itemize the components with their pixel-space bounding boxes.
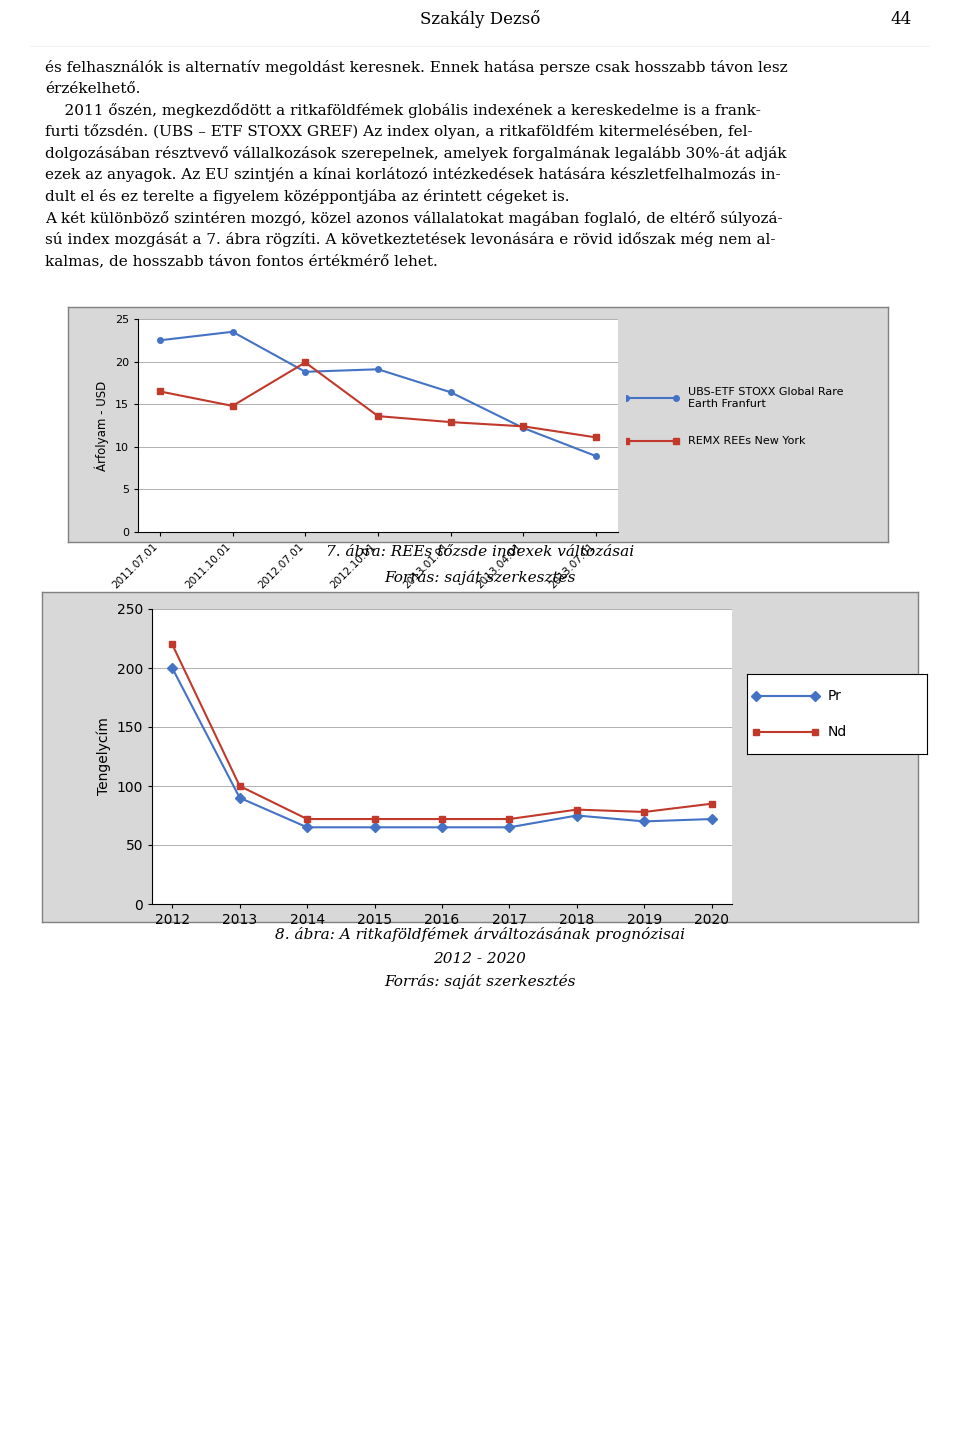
Text: sú index mozgását a 7. ábra rögzíti. A következtetések levonására e rövid idősza: sú index mozgását a 7. ábra rögzíti. A k… <box>45 232 776 247</box>
Text: ezek az anyagok. Az EU szintjén a kínai korlátozó intézkedések hatására készletf: ezek az anyagok. Az EU szintjén a kínai … <box>45 167 780 183</box>
Text: Szakály Dezső: Szakály Dezső <box>420 10 540 28</box>
Y-axis label: Tengelycím: Tengelycím <box>97 717 111 796</box>
Text: A két különböző szintéren mozgó, közel azonos vállalatokat magában foglaló, de e: A két különböző szintéren mozgó, közel a… <box>45 211 782 225</box>
Text: Nd: Nd <box>828 725 848 739</box>
Text: 7. ábra: REEs tőzsde indexek változásai: 7. ábra: REEs tőzsde indexek változásai <box>326 546 634 559</box>
Text: 2012 - 2020: 2012 - 2020 <box>434 953 526 966</box>
Text: Forrás: saját szerkesztés: Forrás: saját szerkesztés <box>384 571 576 585</box>
Text: UBS-ETF STOXX Global Rare
Earth Franfurt: UBS-ETF STOXX Global Rare Earth Franfurt <box>687 388 843 409</box>
Y-axis label: Árfolyam - USD: Árfolyam - USD <box>95 380 109 470</box>
Text: REMX REEs New York: REMX REEs New York <box>687 436 805 446</box>
Text: 2011 őszén, megkezdődött a ritkaföldfémek globális indexének a kereskedelme is a: 2011 őszén, megkezdődött a ritkaföldféme… <box>45 103 761 118</box>
Text: érzékelhető.: érzékelhető. <box>45 81 140 96</box>
Text: furti tőzsdén. (UBS – ETF STOXX GREF) Az index olyan, a ritkaföldfém kitermelésé: furti tőzsdén. (UBS – ETF STOXX GREF) Az… <box>45 125 753 139</box>
Text: kalmas, de hosszabb távon fontos értékmérő lehet.: kalmas, de hosszabb távon fontos értékmé… <box>45 254 438 269</box>
Text: dolgozásában résztvevő vállalkozások szerepelnek, amelyek forgalmának legalább 3: dolgozásában résztvevő vállalkozások sze… <box>45 147 786 161</box>
Text: Pr: Pr <box>828 690 842 703</box>
Text: és felhasználók is alternatív megoldást keresnek. Ennek hatása persze csak hossz: és felhasználók is alternatív megoldást … <box>45 60 787 76</box>
Text: 8. ábra: A ritkaföldfémek árváltozásának prognózisai: 8. ábra: A ritkaföldfémek árváltozásának… <box>275 928 685 942</box>
Text: dult el és ez terelte a figyelem középpontjába az érintett cégeket is.: dult el és ez terelte a figyelem középpo… <box>45 189 569 203</box>
Text: Forrás: saját szerkesztés: Forrás: saját szerkesztés <box>384 974 576 989</box>
Text: 44: 44 <box>891 10 912 28</box>
